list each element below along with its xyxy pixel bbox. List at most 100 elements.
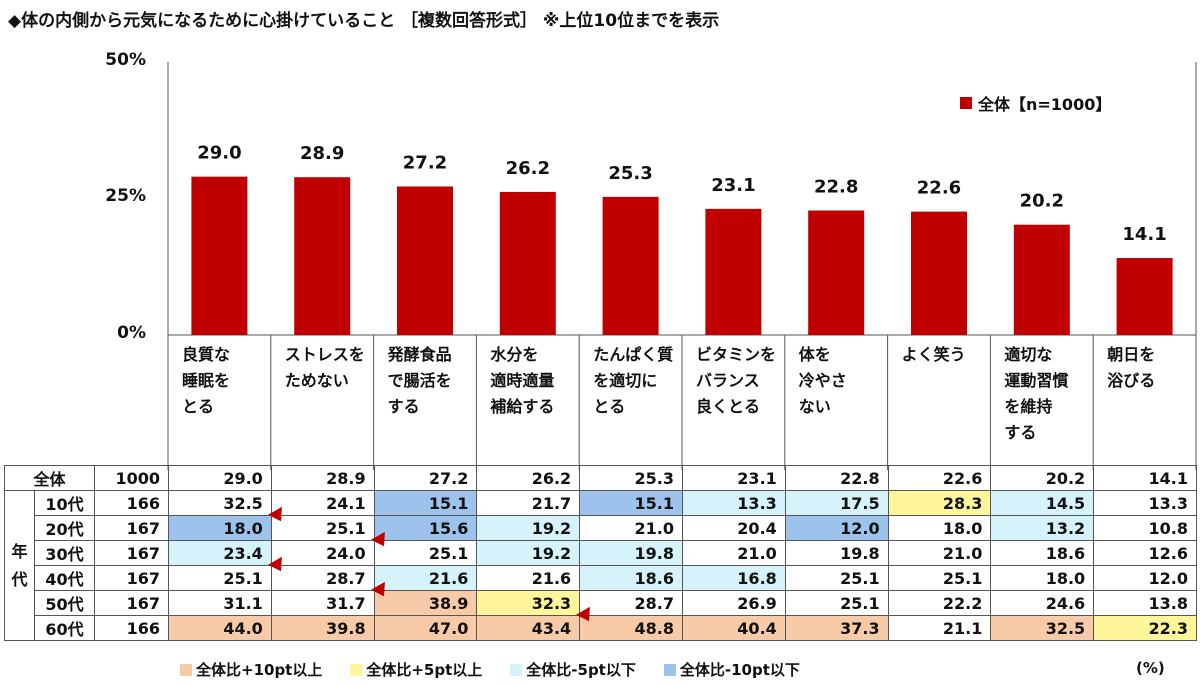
table-cell: 28.3 xyxy=(887,490,992,516)
table-cell: 26.2 xyxy=(476,465,581,491)
category-label-8: よく笑う xyxy=(902,342,987,368)
category-label-7: 体を 冷やさ ない xyxy=(799,342,884,420)
data-label-9: 20.2 xyxy=(1020,191,1064,212)
table-cell: 20.4 xyxy=(681,515,786,541)
data-label-7: 22.8 xyxy=(814,177,858,198)
category-label-line: 発酵食品 xyxy=(387,345,452,364)
row-label: 50代 xyxy=(34,590,95,616)
highlight-swatch xyxy=(510,663,523,676)
table-cell: 19.2 xyxy=(476,540,581,566)
category-label-line: たんぱく質 xyxy=(593,345,674,364)
table-cell: 25.1 xyxy=(784,590,889,616)
highlight-swatch xyxy=(350,663,363,676)
highlight-legend: 全体比+10pt以上 全体比+5pt以上 全体比-5pt以下 全体比-10pt以下 xyxy=(180,659,800,680)
category-label-line: 良くとる xyxy=(696,397,761,416)
table-cell: 47.0 xyxy=(373,615,478,641)
table-cell: 21.7 xyxy=(476,490,581,516)
category-label-6: ビタミンを バランス 良くとる xyxy=(696,342,781,420)
category-label-3: 発酵食品 で腸活を する xyxy=(388,342,473,420)
table-cell: 28.9 xyxy=(270,465,375,491)
category-label-line: とる xyxy=(182,397,215,416)
table-cell: 12.6 xyxy=(1093,540,1197,566)
table-cell: 25.1 xyxy=(370,531,478,566)
category-label-line: ためない xyxy=(284,371,349,390)
age-breakdown-table: 全体 1000 29.0 28.9 27.2 26.2 25.3 23.1 22.8 22.6 20… xyxy=(4,465,1197,641)
category-label-line: ない xyxy=(798,397,831,416)
category-label-line: 睡眠を xyxy=(182,371,231,390)
category-label-1: 良質な 睡眠を とる xyxy=(182,342,267,420)
bar-8 xyxy=(911,211,967,335)
y-tick-50: 50% xyxy=(105,50,146,70)
category-label-2: ストレスを ためない xyxy=(285,342,370,394)
table-cell: 28.7 xyxy=(267,556,375,591)
highlight-legend-item: 全体比+10pt以上 xyxy=(180,659,322,680)
data-label-3: 27.2 xyxy=(403,152,447,173)
table-cell: 26.9 xyxy=(681,590,786,616)
table-cell: 37.3 xyxy=(784,615,889,641)
category-label-9: 適切な 運動習慣 を維持 する xyxy=(1004,342,1089,446)
table-cell: 18.6 xyxy=(990,540,1095,566)
legend-swatch xyxy=(960,97,972,109)
table-cell: 13.3 xyxy=(681,490,786,516)
category-label-line: する xyxy=(1004,423,1037,442)
table-cell: 24.0 xyxy=(270,540,375,566)
highlight-legend-item: 全体比+5pt以上 xyxy=(350,659,482,680)
highlight-swatch xyxy=(663,663,676,676)
table-cell: 44.0 xyxy=(168,615,272,641)
category-label-line: 浴びる xyxy=(1107,371,1156,390)
table-cell: 32.5 xyxy=(168,490,272,516)
highlight-swatch xyxy=(180,663,192,676)
table-cell: 48.8 xyxy=(576,606,683,641)
data-label-1: 29.0 xyxy=(197,143,241,164)
category-label-line: する xyxy=(387,397,420,416)
highlight-legend-item: 全体比-5pt以下 xyxy=(510,659,636,680)
table-cell: 19.2 xyxy=(476,515,581,541)
highlight-legend-label: 全体比+5pt以上 xyxy=(366,661,483,679)
bar-3 xyxy=(397,186,453,335)
sample-size: 167 xyxy=(94,540,169,566)
table-cell: 25.1 xyxy=(267,506,375,541)
y-tick-0: 0% xyxy=(117,323,146,343)
data-label-8: 22.6 xyxy=(917,178,961,199)
bar-1 xyxy=(191,176,248,335)
category-label-line: 朝日を xyxy=(1107,345,1156,364)
table-cell: 18.0 xyxy=(990,565,1095,591)
table-row: 60代 166 44.0 39.8 47.0 43.4 48.8 40.4 37.3 21.1 32… xyxy=(5,606,1197,641)
table-cell: 15.1 xyxy=(579,490,683,516)
table-cell: 13.2 xyxy=(990,515,1095,541)
table-cell: 22.2 xyxy=(887,590,992,616)
row-label: 40代 xyxy=(34,565,95,591)
group-label-char: 年 xyxy=(11,541,28,561)
sample-size: 167 xyxy=(94,515,169,541)
category-label-line: を適切に xyxy=(593,371,658,390)
data-label-5: 25.3 xyxy=(608,163,652,184)
table-cell: 25.3 xyxy=(579,465,683,491)
category-label-line: ストレスを xyxy=(284,345,365,364)
table-cell: 12.0 xyxy=(1093,565,1197,591)
table-cell: 10.8 xyxy=(1093,515,1197,541)
table-cell: 39.8 xyxy=(270,615,375,641)
table-cell: 15.6 xyxy=(373,515,478,541)
highlight-legend-item: 全体比-10pt以下 xyxy=(663,659,800,680)
table-cell: 13.8 xyxy=(1093,590,1197,616)
table-cell: 25.1 xyxy=(168,565,272,591)
table-cell: 21.0 xyxy=(681,540,786,566)
category-label-line: バランス xyxy=(696,371,760,390)
data-label-4: 26.2 xyxy=(506,158,550,179)
bar-6 xyxy=(705,208,762,335)
y-tick-25: 25% xyxy=(105,186,146,206)
category-label-line: よく笑う xyxy=(901,345,966,364)
table-cell: 29.0 xyxy=(168,465,272,491)
group-label: 年代 xyxy=(4,490,35,641)
table-cell: 17.5 xyxy=(784,490,889,516)
table-cell: 32.3 xyxy=(476,590,581,616)
table-row: 30代 167 23.4 24.0 25.1 19.2 19.8 21.0 19.8 21.0 18… xyxy=(5,531,1197,566)
chart-legend: 全体【n=1000】 xyxy=(960,91,1111,115)
table-cell: 24.1 xyxy=(270,490,375,516)
table-cell: 25.1 xyxy=(784,565,889,591)
data-label-6: 23.1 xyxy=(711,175,755,196)
category-label-5: たんぱく質 を適切に とる xyxy=(593,342,678,420)
category-label-line: 適切な xyxy=(1004,345,1053,364)
category-label-10: 朝日を 浴びる xyxy=(1107,342,1192,394)
sample-size: 166 xyxy=(94,615,169,641)
